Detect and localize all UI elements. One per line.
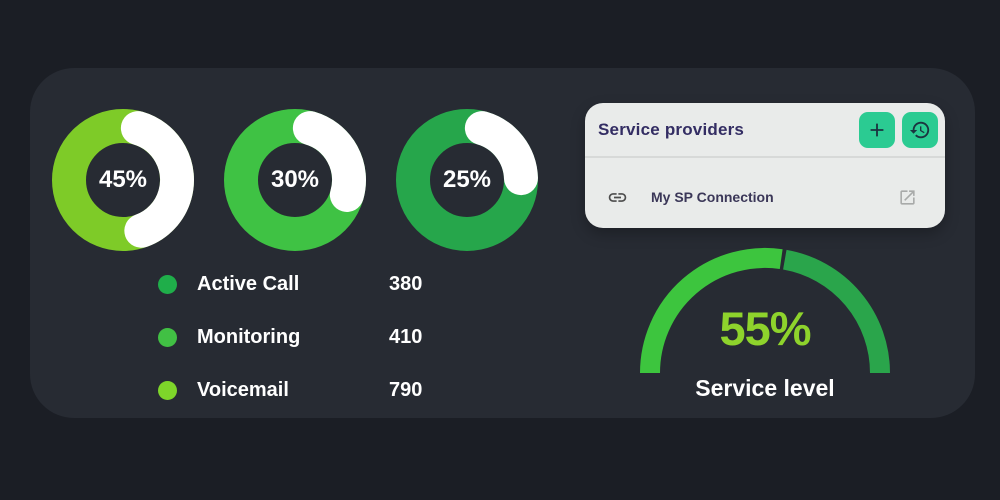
donut-svg xyxy=(224,109,366,251)
legend-dot-icon xyxy=(158,274,177,294)
gauge-arc-right xyxy=(782,249,890,374)
history-button[interactable] xyxy=(902,112,938,148)
donut-percent-label: 45% xyxy=(98,166,148,193)
donut-svg xyxy=(396,109,538,251)
legend-label: Monitoring xyxy=(197,325,301,348)
donut-svg xyxy=(52,109,194,251)
legend-dot-icon xyxy=(158,380,177,400)
donut-percent-label: 25% xyxy=(442,166,492,193)
donut-chart-25: 25% xyxy=(394,107,540,253)
gauge-value: 55% xyxy=(719,302,811,355)
card-divider xyxy=(585,156,945,158)
add-provider-button[interactable] xyxy=(859,112,895,148)
sp-connection-label: My SP Connection xyxy=(651,189,774,205)
legend-label: Voicemail xyxy=(197,378,289,401)
donut-chart-45: 45% xyxy=(50,107,196,253)
card-title: Service providers xyxy=(598,120,745,139)
legend-row-monitoring: Monitoring 410 xyxy=(158,324,422,350)
gauge-arc-left xyxy=(640,247,783,374)
gauge-caption: Service level xyxy=(695,375,835,401)
legend-value: 410 xyxy=(389,325,423,348)
legend-value: 790 xyxy=(389,378,423,401)
service-level-gauge xyxy=(640,247,890,374)
external-link-icon[interactable] xyxy=(898,188,917,207)
service-providers-card: Service providers My SP Connection xyxy=(585,103,945,228)
sp-connection-row[interactable]: My SP Connection xyxy=(607,176,917,218)
donut-arc xyxy=(224,109,366,251)
legend-row-active-call: Active Call 380 xyxy=(158,271,422,297)
link-icon xyxy=(608,192,627,202)
legend-dot-icon xyxy=(158,327,177,347)
history-icon xyxy=(909,121,930,139)
legend-row-voicemail: Voicemail 790 xyxy=(158,377,422,403)
donut-arc xyxy=(52,109,194,251)
plus-icon xyxy=(870,123,884,137)
donut-chart-30: 30% xyxy=(222,107,368,253)
legend-value: 380 xyxy=(389,272,423,295)
donut-percent-label: 30% xyxy=(270,166,320,193)
call-legend: Active Call 380 Monitoring 410 Voicemail… xyxy=(158,271,422,403)
dashboard-panel: 45% 30% 25% Active Call 380 Monitoring 4… xyxy=(30,68,975,418)
legend-label: Active Call xyxy=(197,272,300,295)
donut-arc xyxy=(396,109,538,251)
card-actions xyxy=(859,112,938,148)
